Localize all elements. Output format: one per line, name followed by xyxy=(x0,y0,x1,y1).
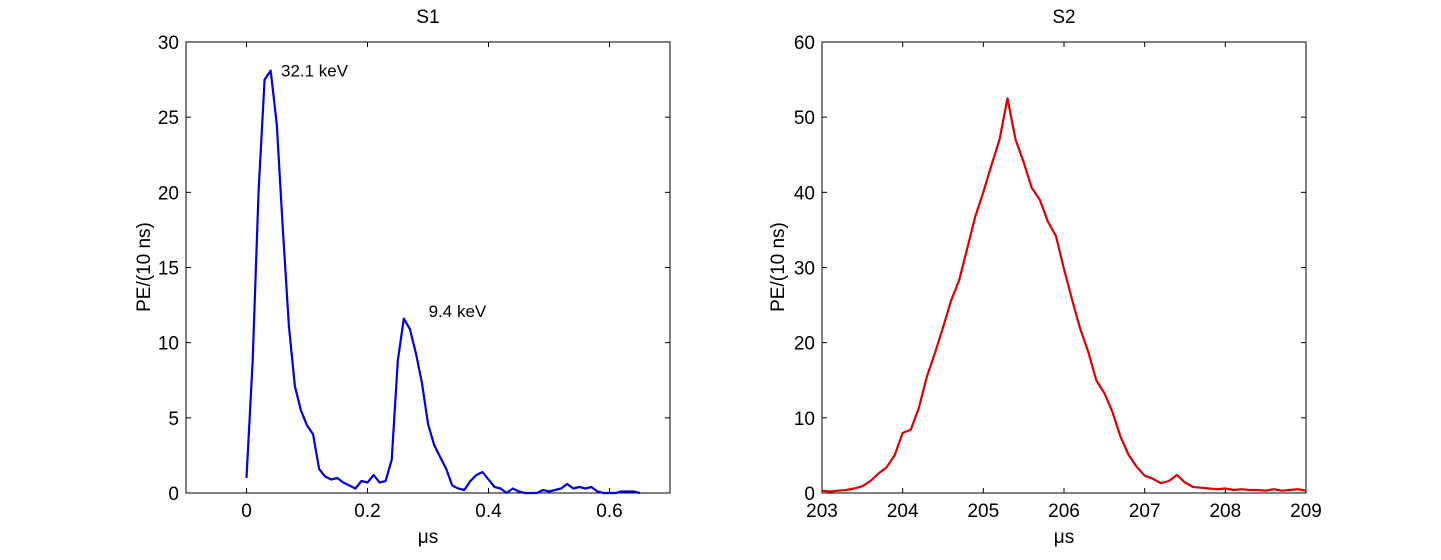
s1-x-tick-label: 0.6 xyxy=(596,501,622,522)
s1-annotation-9-kev: 9.4 keV xyxy=(429,302,487,321)
s2-x-tick-label: 203 xyxy=(806,501,838,522)
s1-y-tick-label: 15 xyxy=(158,259,179,280)
s1-y-tick-label: 25 xyxy=(158,108,179,129)
s1-x-tick-label: 0 xyxy=(241,501,252,522)
s1-panel: S1 μs PE/(10 ns) 0 0.2 0.4 0.6051015202530 … xyxy=(134,7,671,548)
s1-y-axis-label: PE/(10 ns) xyxy=(134,222,155,312)
s2-x-tick-label: 206 xyxy=(1048,501,1080,522)
s2-panel: S2 μs PE/(10 ns) 203 204 205 206 207 208 209 0 1… xyxy=(768,7,1322,548)
s2-x-axis-label: μs xyxy=(1054,527,1074,548)
s2-x-tick-label: 209 xyxy=(1290,501,1322,522)
s2-x-tick-label: 205 xyxy=(967,501,999,522)
s2-title: S2 xyxy=(1052,7,1075,28)
s1-y-tick-label: 10 xyxy=(158,334,179,355)
s1-x-tick-label: 0.2 xyxy=(354,501,380,522)
s2-x-tick-label: 208 xyxy=(1209,501,1241,522)
s2-y-axis-label: PE/(10 ns) xyxy=(768,222,789,312)
s1-x-axis-label: μs xyxy=(418,527,438,548)
s1-y-tick-label: 30 xyxy=(158,33,179,54)
s1-annotation-32-kev: 32.1 keV xyxy=(281,62,349,81)
s2-y-tick-label: 40 xyxy=(794,183,815,204)
s1-y-tick-label: 0 xyxy=(168,484,179,505)
s2-x-tick-label: 207 xyxy=(1129,501,1161,522)
s2-ticks: 203 204 205 206 207 208 209 0 10 20 30 40 50 60 xyxy=(794,33,1322,522)
s2-y-tick-label: 30 xyxy=(794,259,815,280)
s1-y-tick-label: 20 xyxy=(158,183,179,204)
s2-x-tick-label: 204 xyxy=(887,501,919,522)
s2-y-tick-label: 0 xyxy=(804,484,815,505)
s2-series-line xyxy=(821,97,1307,493)
s1-x-tick-label: 0.4 xyxy=(475,501,502,522)
s2-y-tick-label: 20 xyxy=(794,334,815,355)
s1-ticks: 0 0.2 0.4 0.6 0 5 10 15 20 25 30 xyxy=(158,33,670,522)
s2-y-tick-label: 60 xyxy=(794,33,815,54)
s1-series-line xyxy=(245,69,641,495)
s2-y-tick-label: 50 xyxy=(794,108,815,129)
s1-title: S1 xyxy=(416,7,439,28)
s2-y-tick-label: 10 xyxy=(794,409,815,430)
s1-y-tick-label: 5 xyxy=(168,409,179,430)
